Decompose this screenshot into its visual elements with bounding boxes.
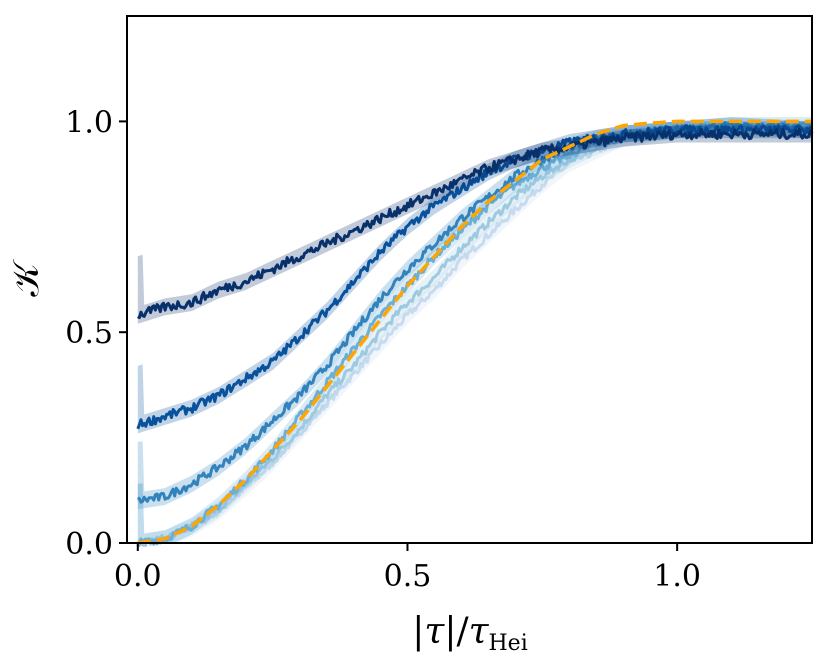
series-6-band	[137, 125, 812, 324]
y-axis-ticks: 0.0 0.5 1.0	[65, 105, 127, 562]
reference-curve	[137, 119, 812, 545]
series-6-line	[137, 127, 814, 320]
series-layer	[136, 117, 814, 548]
y-axis-label: 𝒦	[6, 259, 47, 297]
y-tick-label: 0.5	[65, 316, 113, 351]
x-axis-ticks: 0.0 0.5 1.0	[114, 543, 701, 594]
x-tick-label: 0.0	[114, 559, 162, 594]
reference-curve-layer	[137, 119, 812, 545]
x-tick-label: 1.0	[653, 559, 701, 594]
series-4-band	[137, 117, 812, 510]
x-tick-label: 0.5	[384, 559, 432, 594]
plot-frame	[126, 15, 813, 544]
x-axis-label: |τ|/τHei	[412, 611, 528, 656]
y-tick-label: 1.0	[65, 105, 113, 140]
y-tick-label: 0.0	[65, 527, 113, 562]
series-5-line	[136, 124, 814, 430]
